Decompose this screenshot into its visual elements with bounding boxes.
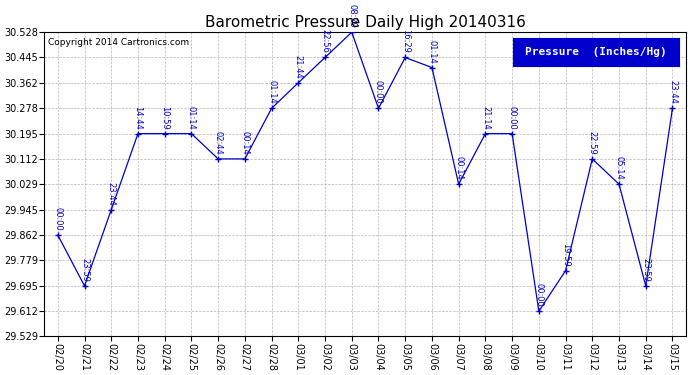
Text: 00:00: 00:00 — [374, 80, 383, 104]
Text: 19:59: 19:59 — [561, 243, 570, 267]
Text: 01:14: 01:14 — [187, 106, 196, 129]
Text: 00:00: 00:00 — [53, 207, 62, 231]
Text: 22:59: 22:59 — [588, 131, 597, 155]
Text: Copyright 2014 Cartronics.com: Copyright 2014 Cartronics.com — [48, 38, 189, 47]
Text: 01:14: 01:14 — [427, 40, 437, 63]
Text: 05:14: 05:14 — [615, 156, 624, 180]
Text: 00:00: 00:00 — [534, 283, 543, 307]
Text: 00:14: 00:14 — [240, 131, 249, 155]
Text: 14:44: 14:44 — [133, 106, 142, 129]
Title: Barometric Pressure Daily High 20140316: Barometric Pressure Daily High 20140316 — [205, 15, 526, 30]
Text: 23:59: 23:59 — [80, 258, 89, 282]
Text: 00:00: 00:00 — [508, 106, 517, 129]
Text: 21:14: 21:14 — [481, 106, 490, 129]
Text: 02:44: 02:44 — [214, 131, 223, 155]
Text: 22:56: 22:56 — [321, 30, 330, 53]
Text: 23:44: 23:44 — [668, 80, 677, 104]
Text: 21:44: 21:44 — [294, 55, 303, 79]
Text: 01:14: 01:14 — [267, 80, 276, 104]
Text: 10:59: 10:59 — [160, 106, 169, 129]
Text: 23:44: 23:44 — [107, 182, 116, 206]
Text: 08:29: 08:29 — [347, 4, 356, 28]
Text: 00:14: 00:14 — [454, 156, 463, 180]
Text: 16:29: 16:29 — [401, 30, 410, 53]
Text: 23:59: 23:59 — [641, 258, 650, 282]
